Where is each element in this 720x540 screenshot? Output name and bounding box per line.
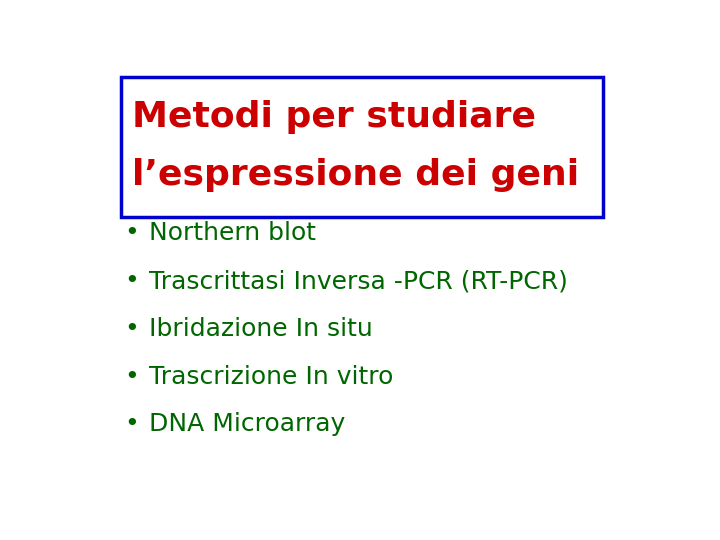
Text: •: • [125, 413, 139, 436]
Text: Metodi per studiare: Metodi per studiare [132, 100, 536, 134]
Text: l’espressione dei geni: l’espressione dei geni [132, 158, 579, 192]
Text: •: • [125, 221, 139, 245]
Text: Northern blot: Northern blot [148, 221, 315, 245]
Text: •: • [125, 364, 139, 389]
Text: Trascrizione In vitro: Trascrizione In vitro [148, 364, 393, 389]
Text: DNA Microarray: DNA Microarray [148, 413, 345, 436]
Text: •: • [125, 317, 139, 341]
Text: Ibridazione In situ: Ibridazione In situ [148, 317, 372, 341]
Text: Trascrittasi Inversa -PCR (RT-PCR): Trascrittasi Inversa -PCR (RT-PCR) [148, 269, 567, 293]
Text: •: • [125, 269, 139, 293]
